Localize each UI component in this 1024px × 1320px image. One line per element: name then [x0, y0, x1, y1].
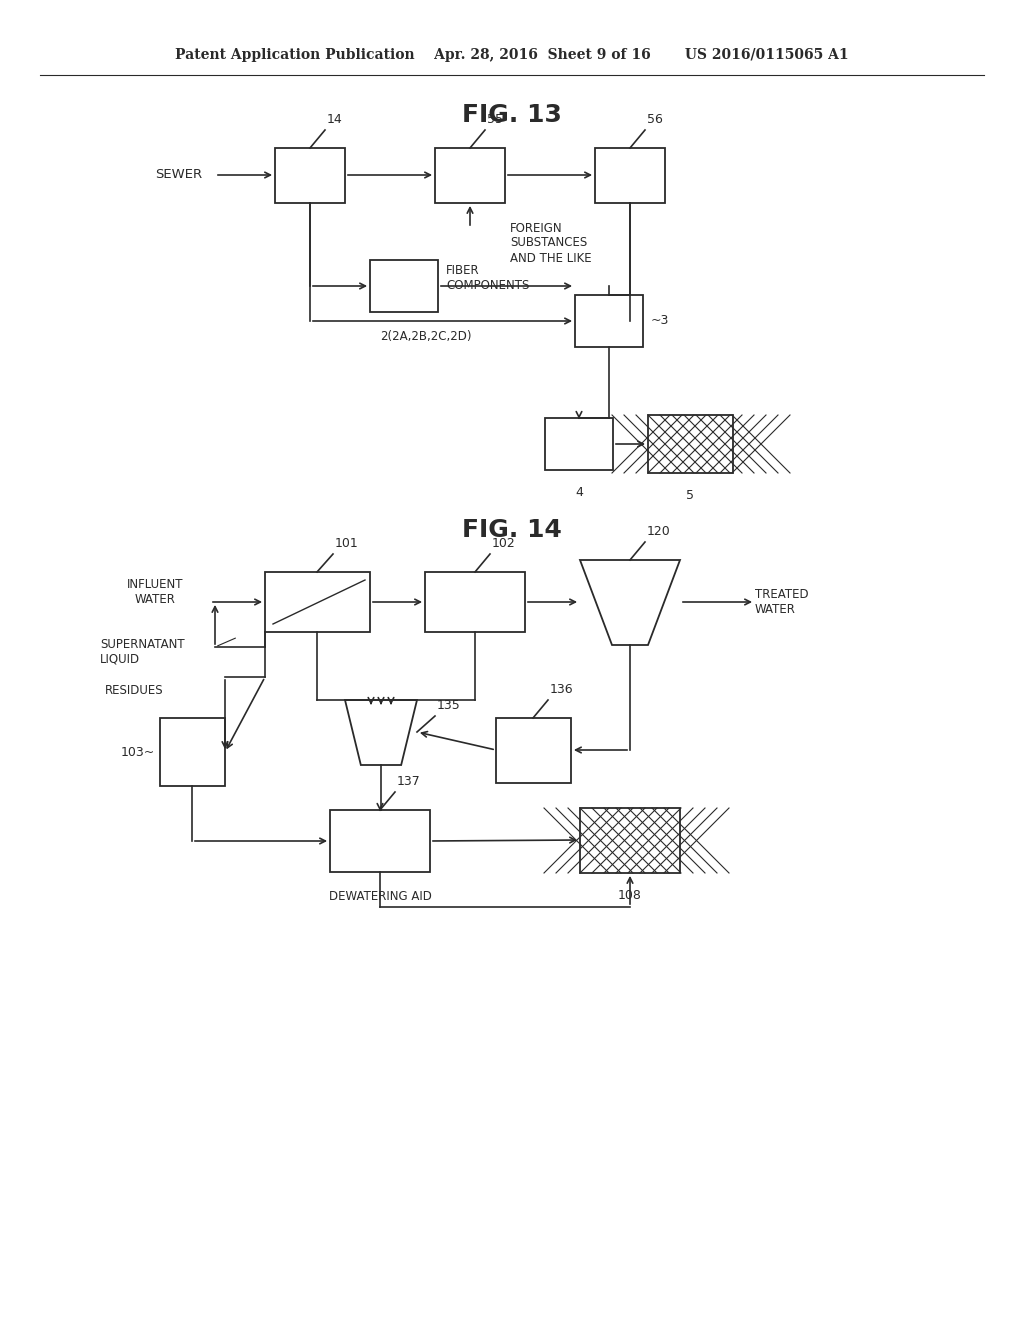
Text: FIG. 14: FIG. 14 [462, 517, 562, 543]
Text: FIG. 13: FIG. 13 [462, 103, 562, 127]
Bar [575, 294, 643, 347]
Text: 108: 108 [618, 888, 642, 902]
Text: FIBER
COMPONENTS: FIBER COMPONENTS [446, 264, 529, 292]
Bar [648, 414, 733, 473]
Bar [330, 810, 430, 873]
Bar [435, 148, 505, 203]
Bar [265, 572, 370, 632]
Bar [648, 414, 733, 473]
Bar [580, 808, 680, 873]
Text: 2(2A,2B,2C,2D): 2(2A,2B,2C,2D) [380, 330, 471, 343]
Text: 137: 137 [397, 775, 421, 788]
Text: 4: 4 [575, 486, 583, 499]
Text: 14: 14 [327, 114, 343, 125]
Text: 103~: 103~ [121, 746, 155, 759]
Text: INFLUENT
WATER: INFLUENT WATER [127, 578, 183, 606]
Text: DEWATERING AID: DEWATERING AID [329, 890, 431, 903]
Bar [648, 414, 733, 473]
Text: RESIDUES: RESIDUES [105, 684, 164, 697]
Text: TREATED
WATER: TREATED WATER [755, 587, 809, 616]
Bar [580, 808, 680, 873]
Bar [160, 718, 225, 785]
Text: 5: 5 [686, 488, 694, 502]
Text: 101: 101 [335, 537, 358, 550]
Text: 55: 55 [487, 114, 503, 125]
Text: FOREIGN
SUBSTANCES
AND THE LIKE: FOREIGN SUBSTANCES AND THE LIKE [510, 222, 592, 264]
Bar [370, 260, 438, 312]
Bar [496, 718, 571, 783]
Text: 135: 135 [437, 700, 461, 711]
Bar [275, 148, 345, 203]
Bar [595, 148, 665, 203]
Bar [545, 418, 613, 470]
Text: 120: 120 [647, 525, 671, 539]
Text: Patent Application Publication    Apr. 28, 2016  Sheet 9 of 16       US 2016/011: Patent Application Publication Apr. 28, … [175, 48, 849, 62]
Text: SUPERNATANT
LIQUID: SUPERNATANT LIQUID [100, 638, 184, 667]
Text: 102: 102 [492, 537, 516, 550]
Text: SEWER: SEWER [155, 169, 202, 181]
Polygon shape [580, 560, 680, 645]
Text: 136: 136 [550, 682, 573, 696]
Bar [580, 808, 680, 873]
Text: ~3: ~3 [651, 314, 670, 327]
Text: 56: 56 [647, 114, 663, 125]
Polygon shape [345, 700, 417, 766]
Bar [425, 572, 525, 632]
